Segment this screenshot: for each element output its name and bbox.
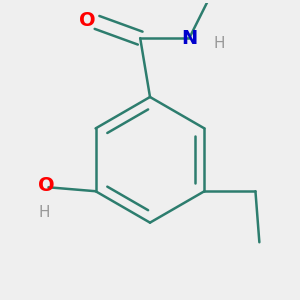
Text: O: O xyxy=(79,11,95,30)
Text: H: H xyxy=(39,205,50,220)
Text: H: H xyxy=(214,35,225,50)
Text: O: O xyxy=(38,176,55,195)
Text: N: N xyxy=(181,28,197,48)
